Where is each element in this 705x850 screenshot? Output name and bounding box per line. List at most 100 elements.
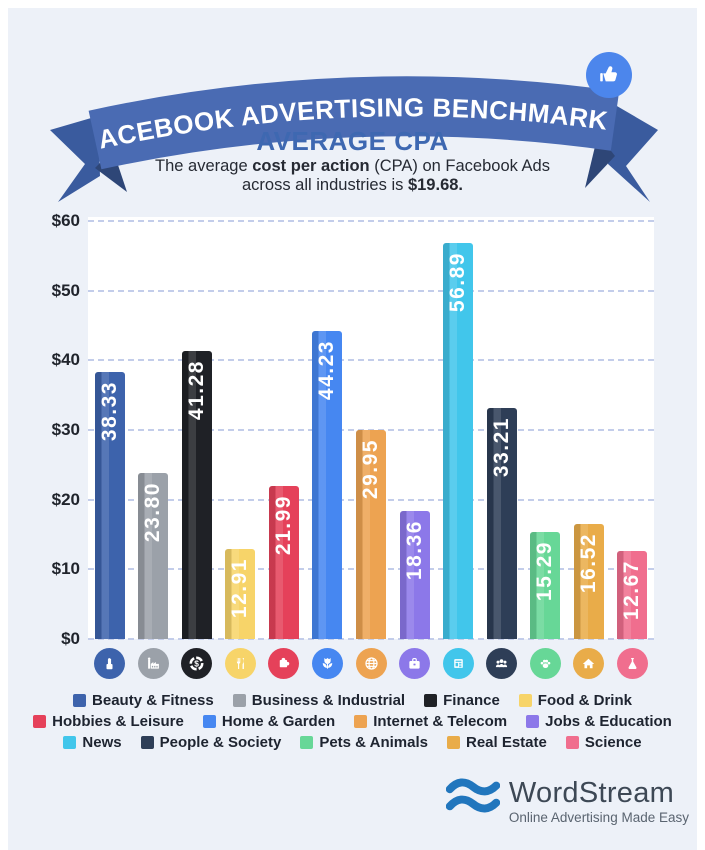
legend-swatch xyxy=(232,694,246,707)
bar-value-label: 38.33 xyxy=(97,380,121,442)
bar-value-label: 33.21 xyxy=(489,416,513,477)
legend-swatch xyxy=(424,694,438,707)
legend-label: Real Estate xyxy=(465,734,547,751)
subtitle-line-1: The average cost per action (CPA) on Fac… xyxy=(155,157,550,175)
legend-item-jobs-education: Jobs & Education xyxy=(526,713,672,730)
legend-row: Hobbies & Leisure Home & Garden Internet &… xyxy=(33,713,672,730)
page-title: AVERAGE CPA xyxy=(256,126,449,156)
svg-text:$: $ xyxy=(195,658,200,668)
flask-icon xyxy=(616,648,648,679)
y-tick-10: $10 xyxy=(51,559,80,579)
factory-icon xyxy=(137,648,169,679)
legend-label: Finance xyxy=(443,692,500,709)
legend-swatch xyxy=(63,736,77,749)
legend-item-internet-telecom: Internet & Telecom xyxy=(354,713,507,730)
legend-label: People & Society xyxy=(159,734,282,751)
y-tick-30: $30 xyxy=(51,420,80,439)
bar-value-label: 18.36 xyxy=(402,520,426,581)
fork-knife-icon xyxy=(224,648,256,679)
house-icon xyxy=(573,648,605,679)
legend-swatch xyxy=(33,715,47,728)
globe-icon xyxy=(355,648,387,679)
gridline xyxy=(88,638,654,640)
legend: Beauty & Fitness Business & Industrial Fin… xyxy=(0,692,705,751)
legend-row: Beauty & Fitness Business & Industrial Fin… xyxy=(73,692,632,709)
legend-swatch xyxy=(300,736,314,749)
legend-swatch xyxy=(446,736,460,749)
y-tick-40: $40 xyxy=(51,350,80,370)
legend-swatch xyxy=(140,736,154,749)
bar-value-label: 56.89 xyxy=(446,251,470,312)
bar-news: 56.89 xyxy=(443,242,474,640)
legend-item-science: Science xyxy=(565,734,642,751)
legend-label: Food & Drink xyxy=(537,692,632,709)
thumbs-up-icon xyxy=(586,52,632,98)
legend-item-business-industrial: Business & Industrial xyxy=(232,692,406,709)
legend-swatch xyxy=(565,736,579,749)
dollar-donut-icon: $ xyxy=(181,648,213,679)
legend-item-pets-animals: Pets & Animals xyxy=(300,734,428,751)
legend-label: Beauty & Fitness xyxy=(92,692,214,709)
bar-business-industrial: 23.80 xyxy=(138,473,169,639)
bar-real-estate: 16.52 xyxy=(573,523,604,640)
legend-item-home-garden: Home & Garden xyxy=(202,713,336,730)
legend-label: Science xyxy=(584,734,642,751)
brand-name: WordStream xyxy=(508,777,675,809)
newspaper-icon xyxy=(442,648,474,679)
bar-value-label: 41.28 xyxy=(184,360,208,421)
plot-area: 38.33 23.80 41.28 12.91 21.99 44.23 29.95 18.36… xyxy=(88,217,654,640)
bar-jobs-education: 18.36 xyxy=(399,511,430,639)
legend-label: Hobbies & Leisure xyxy=(52,713,184,730)
legend-item-beauty-fitness: Beauty & Fitness xyxy=(73,692,214,709)
lipstick-icon xyxy=(94,648,126,679)
gridline xyxy=(88,359,654,362)
bar-value-label: 12.67 xyxy=(620,559,644,620)
bar-beauty-fitness: 38.33 xyxy=(94,371,125,640)
legend-row: News People & Society Pets & Animals Real E… xyxy=(63,734,642,751)
legend-item-news: News xyxy=(63,734,122,751)
bar-home-garden: 44.23 xyxy=(312,330,343,640)
ribbon-right-tail xyxy=(608,102,658,202)
gridline xyxy=(88,289,654,292)
subtitle-line-2: across all industries is $19.68. xyxy=(241,176,464,194)
legend-item-hobbies-leisure: Hobbies & Leisure xyxy=(33,713,184,730)
legend-swatch xyxy=(526,715,540,728)
puzzle-icon xyxy=(268,648,300,679)
ribbon-banner: FACEBOOK ADVERTISING BENCHMARKS xyxy=(0,18,658,202)
legend-item-real-estate: Real Estate xyxy=(446,734,547,751)
bar-hobbies-leisure: 21.99 xyxy=(268,485,299,640)
legend-label: Jobs & Education xyxy=(545,713,672,730)
ribbon-band xyxy=(88,76,620,170)
briefcase-icon xyxy=(399,648,431,679)
y-tick-60: $60 xyxy=(51,211,80,230)
y-tick-50: $50 xyxy=(51,280,80,300)
brand-tagline: Online Advertising Made Easy xyxy=(508,810,689,825)
legend-label: News xyxy=(82,734,122,751)
legend-item-food-drink: Food & Drink xyxy=(518,692,632,709)
bar-science: 12.67 xyxy=(617,550,648,640)
people-icon xyxy=(486,648,518,679)
legend-item-people-society: People & Society xyxy=(140,734,282,751)
legend-label: Business & Industrial xyxy=(251,692,406,709)
bar-pets-animals: 15.29 xyxy=(530,532,561,639)
bar-value-label: 44.23 xyxy=(315,339,339,400)
legend-label: Internet & Telecom xyxy=(373,713,508,730)
bar-food-drink: 12.91 xyxy=(225,549,256,639)
y-tick-20: $20 xyxy=(51,489,80,509)
bar-internet-telecom: 29.95 xyxy=(356,430,386,639)
legend-label: Home & Garden xyxy=(221,713,336,730)
bar-value-label: 12.91 xyxy=(228,558,252,619)
bar-value-label: 15.29 xyxy=(533,541,557,602)
bar-people-society: 33.21 xyxy=(486,407,517,640)
bar-value-label: 16.52 xyxy=(576,532,600,593)
ribbon-left-tail xyxy=(50,116,100,202)
legend-swatch xyxy=(518,694,532,707)
y-tick-0: $0 xyxy=(61,629,80,648)
waves-icon xyxy=(445,778,500,813)
legend-swatch xyxy=(202,715,216,728)
legend-item-finance: Finance xyxy=(424,692,500,709)
tulip-icon xyxy=(311,648,343,679)
bar-value-label: 21.99 xyxy=(271,494,295,555)
bar-value-label: 23.80 xyxy=(141,482,165,543)
